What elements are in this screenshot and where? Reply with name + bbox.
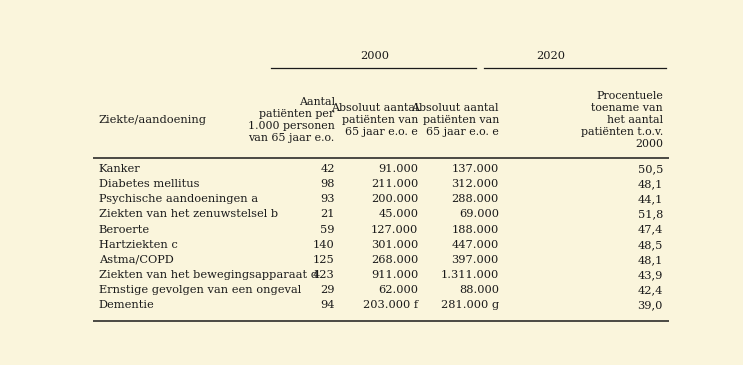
Text: Hartziekten c: Hartziekten c <box>99 240 178 250</box>
Text: 140: 140 <box>313 240 334 250</box>
Text: 94: 94 <box>320 300 334 311</box>
Text: Ernstige gevolgen van een ongeval: Ernstige gevolgen van een ongeval <box>99 285 301 295</box>
Text: 125: 125 <box>313 255 334 265</box>
Text: Diabetes mellitus: Diabetes mellitus <box>99 179 199 189</box>
Text: 45.000: 45.000 <box>378 210 418 219</box>
Text: Procentuele
toename van
het aantal
patiënten t.o.v.
2000: Procentuele toename van het aantal patië… <box>581 91 663 149</box>
Text: 69.000: 69.000 <box>459 210 499 219</box>
Text: 93: 93 <box>320 194 334 204</box>
Text: 2020: 2020 <box>536 51 565 61</box>
Text: 312.000: 312.000 <box>452 179 499 189</box>
Text: Ziekten van het bewegingsapparaat d: Ziekten van het bewegingsapparaat d <box>99 270 318 280</box>
Text: 211.000: 211.000 <box>371 179 418 189</box>
Text: 39,0: 39,0 <box>637 300 663 311</box>
Text: 98: 98 <box>320 179 334 189</box>
Text: Absoluut aantal
patiënten van
65 jaar e.o. e: Absoluut aantal patiënten van 65 jaar e.… <box>331 103 418 137</box>
Text: 288.000: 288.000 <box>452 194 499 204</box>
Text: 397.000: 397.000 <box>452 255 499 265</box>
Text: Dementie: Dementie <box>99 300 155 311</box>
Text: Beroerte: Beroerte <box>99 224 150 235</box>
Text: Kanker: Kanker <box>99 164 140 174</box>
Text: 59: 59 <box>320 224 334 235</box>
Text: 50,5: 50,5 <box>637 164 663 174</box>
Text: Ziekte/aandoening: Ziekte/aandoening <box>99 115 207 125</box>
Text: 447.000: 447.000 <box>452 240 499 250</box>
Text: Ziekten van het zenuwstelsel b: Ziekten van het zenuwstelsel b <box>99 210 278 219</box>
Text: 188.000: 188.000 <box>452 224 499 235</box>
Text: 62.000: 62.000 <box>378 285 418 295</box>
Text: 91.000: 91.000 <box>378 164 418 174</box>
Text: 203.000 f: 203.000 f <box>363 300 418 311</box>
Text: 48,1: 48,1 <box>637 255 663 265</box>
Text: 21: 21 <box>320 210 334 219</box>
Text: 44,1: 44,1 <box>637 194 663 204</box>
Text: 301.000: 301.000 <box>371 240 418 250</box>
Text: 268.000: 268.000 <box>371 255 418 265</box>
Text: 281.000 g: 281.000 g <box>441 300 499 311</box>
Text: 423: 423 <box>313 270 334 280</box>
Text: 42: 42 <box>320 164 334 174</box>
Text: 42,4: 42,4 <box>637 285 663 295</box>
Text: Astma/COPD: Astma/COPD <box>99 255 173 265</box>
Text: Absoluut aantal
patiënten van
65 jaar e.o. e: Absoluut aantal patiënten van 65 jaar e.… <box>412 103 499 137</box>
Text: 88.000: 88.000 <box>459 285 499 295</box>
Text: 29: 29 <box>320 285 334 295</box>
Text: 127.000: 127.000 <box>371 224 418 235</box>
Text: 51,8: 51,8 <box>637 210 663 219</box>
Text: 48,5: 48,5 <box>637 240 663 250</box>
Text: 47,4: 47,4 <box>637 224 663 235</box>
Text: 137.000: 137.000 <box>452 164 499 174</box>
Text: 200.000: 200.000 <box>371 194 418 204</box>
Text: Psychische aandoeningen a: Psychische aandoeningen a <box>99 194 258 204</box>
Text: 1.311.000: 1.311.000 <box>441 270 499 280</box>
Text: 48,1: 48,1 <box>637 179 663 189</box>
Text: Aantal
patiënten per
1.000 personen
van 65 jaar e.o.: Aantal patiënten per 1.000 personen van … <box>248 97 334 143</box>
Text: 911.000: 911.000 <box>371 270 418 280</box>
Text: 43,9: 43,9 <box>637 270 663 280</box>
Text: 2000: 2000 <box>360 51 389 61</box>
